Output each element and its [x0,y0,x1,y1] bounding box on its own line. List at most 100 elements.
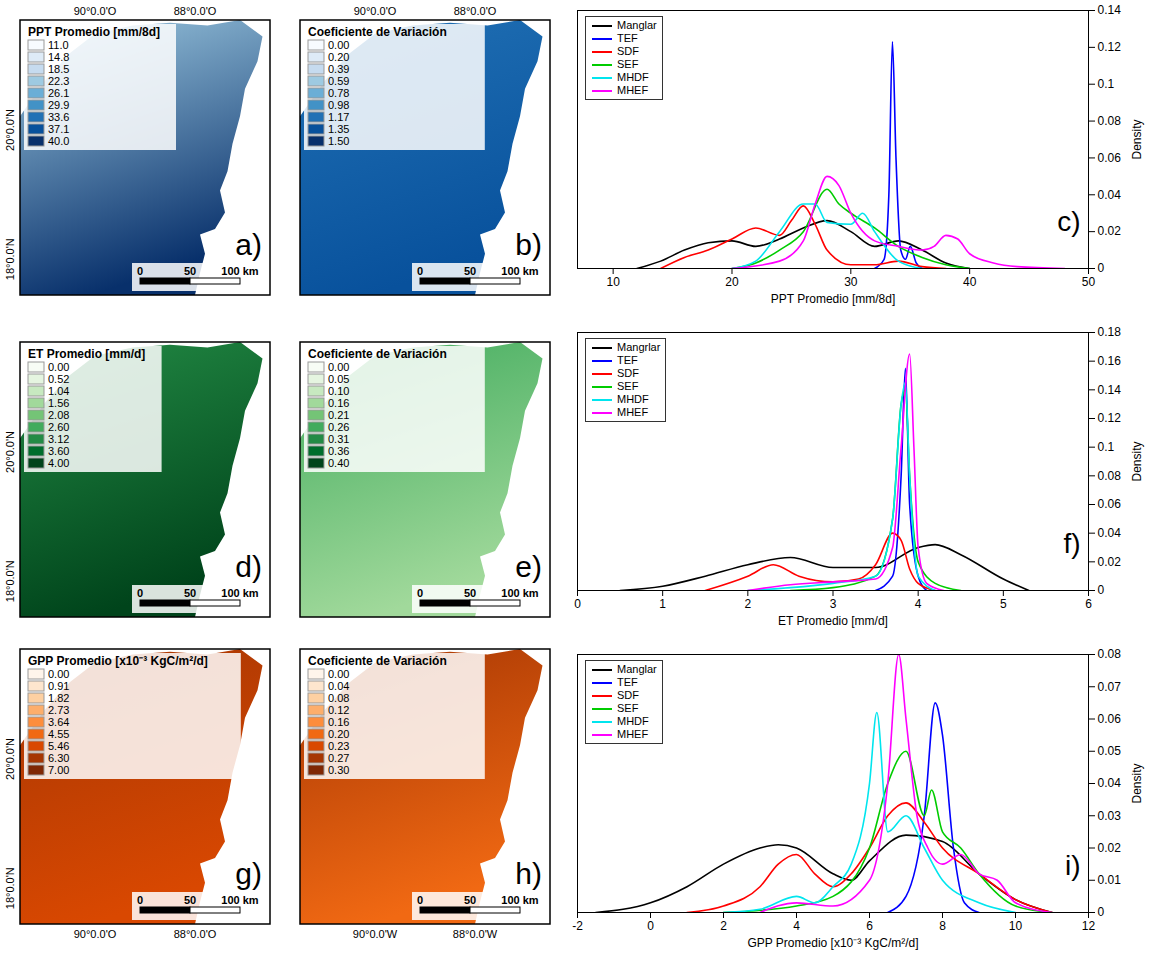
svg-text:0.14: 0.14 [1098,383,1122,397]
svg-text:0.31: 0.31 [328,433,349,445]
svg-text:0.91: 0.91 [48,680,69,692]
svg-text:0: 0 [1098,905,1105,919]
svg-text:0.04: 0.04 [328,680,349,692]
svg-text:0.20: 0.20 [328,728,349,740]
svg-text:3.12: 3.12 [48,433,69,445]
svg-text:h): h) [515,857,542,890]
svg-text:0.02: 0.02 [1098,841,1122,855]
svg-text:0.08: 0.08 [328,692,349,704]
svg-text:Coeficiente de Variación: Coeficiente de Variación [308,25,447,39]
svg-text:6: 6 [866,919,873,933]
svg-text:Coeficiente de Variación: Coeficiente de Variación [308,347,447,361]
svg-text:10: 10 [606,275,620,289]
svg-text:a): a) [235,228,262,261]
svg-text:0.16: 0.16 [328,397,349,409]
svg-text:0: 0 [417,587,423,599]
svg-text:18°0.0'N: 18°0.0'N [4,238,16,280]
svg-text:6.30: 6.30 [48,752,69,764]
svg-text:0.08: 0.08 [1098,114,1122,128]
svg-text:0: 0 [137,265,143,277]
svg-text:0.52: 0.52 [48,373,69,385]
svg-text:29.9: 29.9 [48,99,69,111]
svg-text:20: 20 [725,275,739,289]
svg-text:1: 1 [659,597,666,611]
svg-text:26.1: 26.1 [48,87,69,99]
svg-text:18°0.0'N: 18°0.0'N [4,867,16,909]
svg-text:37.1: 37.1 [48,123,69,135]
svg-text:40.0: 40.0 [48,135,69,147]
svg-text:0.16: 0.16 [328,716,349,728]
svg-text:Coeficiente de Variación: Coeficiente de Variación [308,654,447,668]
svg-text:f): f) [1063,528,1080,559]
svg-text:2: 2 [720,919,727,933]
svg-text:Density: Density [1130,763,1144,803]
svg-text:0.04: 0.04 [1098,776,1122,790]
svg-text:0.06: 0.06 [1098,712,1122,726]
svg-text:0.23: 0.23 [328,740,349,752]
svg-text:20°0.0'N: 20°0.0'N [4,431,16,473]
svg-text:40: 40 [963,275,977,289]
svg-text:0.01: 0.01 [1098,873,1122,887]
svg-text:0: 0 [1098,583,1105,597]
svg-text:2.08: 2.08 [48,409,69,421]
svg-text:50: 50 [464,587,476,599]
svg-text:88°0.0'O: 88°0.0'O [454,5,497,17]
svg-text:0.30: 0.30 [328,764,349,776]
svg-text:0.00: 0.00 [48,361,69,373]
svg-text:88°0.0'W: 88°0.0'W [453,928,498,940]
svg-text:100 km: 100 km [221,894,259,906]
svg-text:3.60: 3.60 [48,445,69,457]
svg-text:2: 2 [744,597,751,611]
svg-text:0: 0 [417,265,423,277]
svg-text:90°0.0'O: 90°0.0'O [74,928,117,940]
svg-text:e): e) [515,550,542,583]
svg-text:1.50: 1.50 [328,135,349,147]
svg-text:0.03: 0.03 [1098,809,1122,823]
svg-text:1.04: 1.04 [48,385,69,397]
svg-text:50: 50 [184,894,196,906]
svg-text:1.35: 1.35 [328,123,349,135]
svg-text:0.07: 0.07 [1098,680,1122,694]
svg-text:1.17: 1.17 [328,111,349,123]
svg-text:50: 50 [464,894,476,906]
svg-text:0.12: 0.12 [328,704,349,716]
svg-text:0.39: 0.39 [328,63,349,75]
svg-text:100 km: 100 km [501,265,539,277]
svg-text:30: 30 [844,275,858,289]
svg-text:0.18: 0.18 [1098,325,1122,339]
svg-text:0: 0 [417,894,423,906]
svg-text:4.00: 4.00 [48,457,69,469]
svg-text:0.04: 0.04 [1098,526,1122,540]
svg-text:0.21: 0.21 [328,409,349,421]
svg-text:0.02: 0.02 [1098,555,1122,569]
svg-text:88°0.0'O: 88°0.0'O [174,5,217,17]
svg-text:100 km: 100 km [221,587,259,599]
svg-text:Density: Density [1130,441,1144,481]
svg-text:0.16: 0.16 [1098,354,1122,368]
svg-text:0: 0 [647,919,654,933]
svg-text:0: 0 [137,894,143,906]
svg-text:PPT Promedio [mm/8d]: PPT Promedio [mm/8d] [28,25,160,39]
svg-text:7.00: 7.00 [48,764,69,776]
svg-text:3: 3 [830,597,837,611]
svg-text:0.10: 0.10 [328,385,349,397]
svg-text:0.08: 0.08 [1098,647,1122,661]
svg-text:0.1: 0.1 [1098,440,1115,454]
svg-text:50: 50 [1082,275,1096,289]
svg-text:90°0.0'O: 90°0.0'O [354,5,397,17]
svg-text:2.60: 2.60 [48,421,69,433]
svg-text:0.06: 0.06 [1098,497,1122,511]
svg-text:0.05: 0.05 [1098,744,1122,758]
svg-text:22.3: 22.3 [48,75,69,87]
svg-text:0.12: 0.12 [1098,40,1122,54]
svg-text:100 km: 100 km [501,894,539,906]
svg-text:GPP Promedio [x10⁻³ KgC/m²/d]: GPP Promedio [x10⁻³ KgC/m²/d] [747,936,918,950]
svg-text:6: 6 [1085,597,1092,611]
svg-text:5.46: 5.46 [48,740,69,752]
svg-text:1.56: 1.56 [48,397,69,409]
svg-text:0: 0 [137,587,143,599]
svg-text:50: 50 [184,265,196,277]
svg-text:0.26: 0.26 [328,421,349,433]
svg-text:0.78: 0.78 [328,87,349,99]
svg-text:0.00: 0.00 [328,668,349,680]
